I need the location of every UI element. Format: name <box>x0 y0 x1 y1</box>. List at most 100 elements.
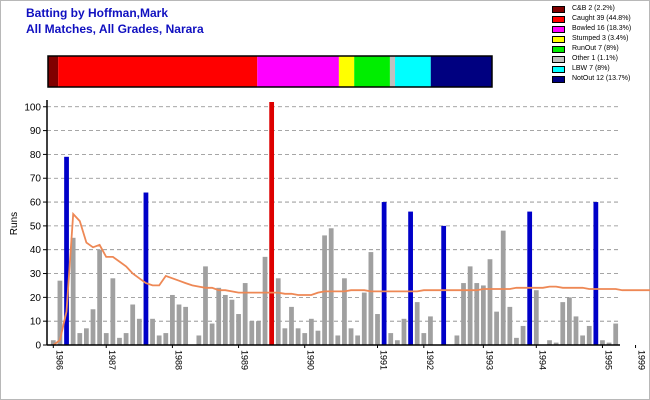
innings-bar <box>130 304 136 345</box>
innings-bar <box>375 314 380 345</box>
innings-bar <box>70 237 76 345</box>
innings-bar <box>566 297 572 345</box>
x-tick-label: 1988 <box>173 350 183 370</box>
innings-bar <box>500 230 506 345</box>
innings-bar <box>222 294 228 345</box>
innings-bar <box>322 235 327 345</box>
innings-bar <box>203 266 208 345</box>
legend-item: Stumped 3 (3.4%) <box>552 35 650 45</box>
legend-swatch-other <box>552 56 565 63</box>
innings-bar <box>414 302 420 345</box>
innings-bar <box>269 102 275 345</box>
innings-bar <box>421 333 427 345</box>
innings-bar <box>90 309 96 345</box>
legend-label: Caught 39 (44.8%) <box>572 15 631 22</box>
innings-bar <box>302 333 308 345</box>
y-tick-label: 30 <box>30 269 42 280</box>
legend-item: Bowled 16 (18.3%) <box>552 25 650 35</box>
legend-item: NotOut 12 (13.7%) <box>552 75 650 85</box>
x-tick-label: 1991 <box>379 350 389 370</box>
dismissal-strip-segment <box>354 56 390 87</box>
innings-bar <box>110 278 116 345</box>
y-tick-label: 10 <box>30 317 42 328</box>
innings-bar <box>170 294 175 345</box>
innings-bar <box>441 225 447 345</box>
dismissal-legend: C&B 2 (2.2%) Caught 39 (44.8%) Bowled 16… <box>552 5 650 85</box>
x-tick-label: 1990 <box>306 350 316 370</box>
dismissal-strip-segment <box>389 56 396 87</box>
innings-bar <box>156 335 162 345</box>
innings-bar <box>229 299 235 345</box>
legend-swatch-bowled <box>552 26 565 33</box>
innings-bar <box>388 333 394 345</box>
innings-bar <box>242 283 248 345</box>
dismissal-strip-segment <box>338 56 355 87</box>
innings-bar <box>606 342 612 345</box>
innings-bar <box>84 328 89 345</box>
legend-swatch-caught <box>552 16 565 23</box>
title-line-2: All Matches, All Grades, Narara <box>26 22 204 36</box>
innings-bar <box>428 316 433 345</box>
innings-bar <box>368 252 374 345</box>
legend-swatch-lbw <box>552 66 565 73</box>
innings-bar <box>97 249 103 345</box>
innings-bar <box>50 340 56 345</box>
x-tick-label: 1994 <box>537 350 547 370</box>
innings-bar <box>275 278 281 345</box>
x-tick-label: 1992 <box>425 350 435 370</box>
innings-bar <box>520 325 526 345</box>
innings-bar <box>507 306 513 345</box>
innings-bar <box>282 328 288 345</box>
innings-bar <box>209 323 215 345</box>
x-tick-label: 1995 <box>603 350 613 370</box>
innings-bar <box>123 333 129 345</box>
x-tick-label: 1999 <box>637 350 647 370</box>
innings-bar <box>57 280 63 345</box>
y-tick-label: 0 <box>35 341 41 352</box>
innings-bar <box>494 311 499 345</box>
innings-bar <box>381 202 387 345</box>
innings-bar <box>467 266 473 345</box>
y-tick-label: 20 <box>30 293 42 304</box>
legend-item: Other 1 (1.1%) <box>552 55 650 65</box>
legend-swatch-stumped <box>552 36 565 43</box>
dismissal-strip-segment <box>58 56 258 87</box>
innings-bar <box>600 340 605 345</box>
legend-item: LBW 7 (8%) <box>552 65 650 75</box>
x-tick-label: 1993 <box>484 350 494 370</box>
innings-bar <box>176 304 182 345</box>
innings-bar <box>289 306 294 345</box>
legend-label: Other 1 (1.1%) <box>572 55 618 62</box>
innings-bar <box>335 335 341 345</box>
innings-bar <box>249 321 255 345</box>
innings-bar <box>361 292 367 345</box>
innings-bar <box>136 318 142 345</box>
innings-bar <box>394 340 400 345</box>
innings-bar <box>77 333 83 345</box>
innings-bar <box>613 323 619 345</box>
innings-bar <box>401 318 407 345</box>
innings-bar <box>586 325 592 345</box>
y-tick-label: 70 <box>30 174 42 185</box>
innings-bar <box>454 335 460 345</box>
innings-bar <box>256 321 261 345</box>
y-tick-label: 90 <box>30 126 42 137</box>
innings-bar <box>150 318 155 345</box>
legend-label: Stumped 3 (3.4%) <box>572 35 629 42</box>
innings-bar <box>527 211 533 345</box>
legend-item: Caught 39 (44.8%) <box>552 15 650 25</box>
dismissal-strip-segment <box>257 56 339 87</box>
innings-bar <box>262 256 268 345</box>
y-tick-label: 50 <box>30 221 42 232</box>
innings-bar <box>547 340 552 345</box>
dismissal-strip-segment <box>430 56 492 87</box>
legend-label: C&B 2 (2.2%) <box>572 5 615 12</box>
average-line <box>52 211 650 346</box>
x-tick-label: 1987 <box>107 350 117 370</box>
innings-bar <box>480 285 486 345</box>
innings-bar <box>593 202 599 345</box>
innings-bar <box>533 290 539 345</box>
innings-bar <box>514 337 519 345</box>
dismissal-strip-segment <box>48 56 59 87</box>
